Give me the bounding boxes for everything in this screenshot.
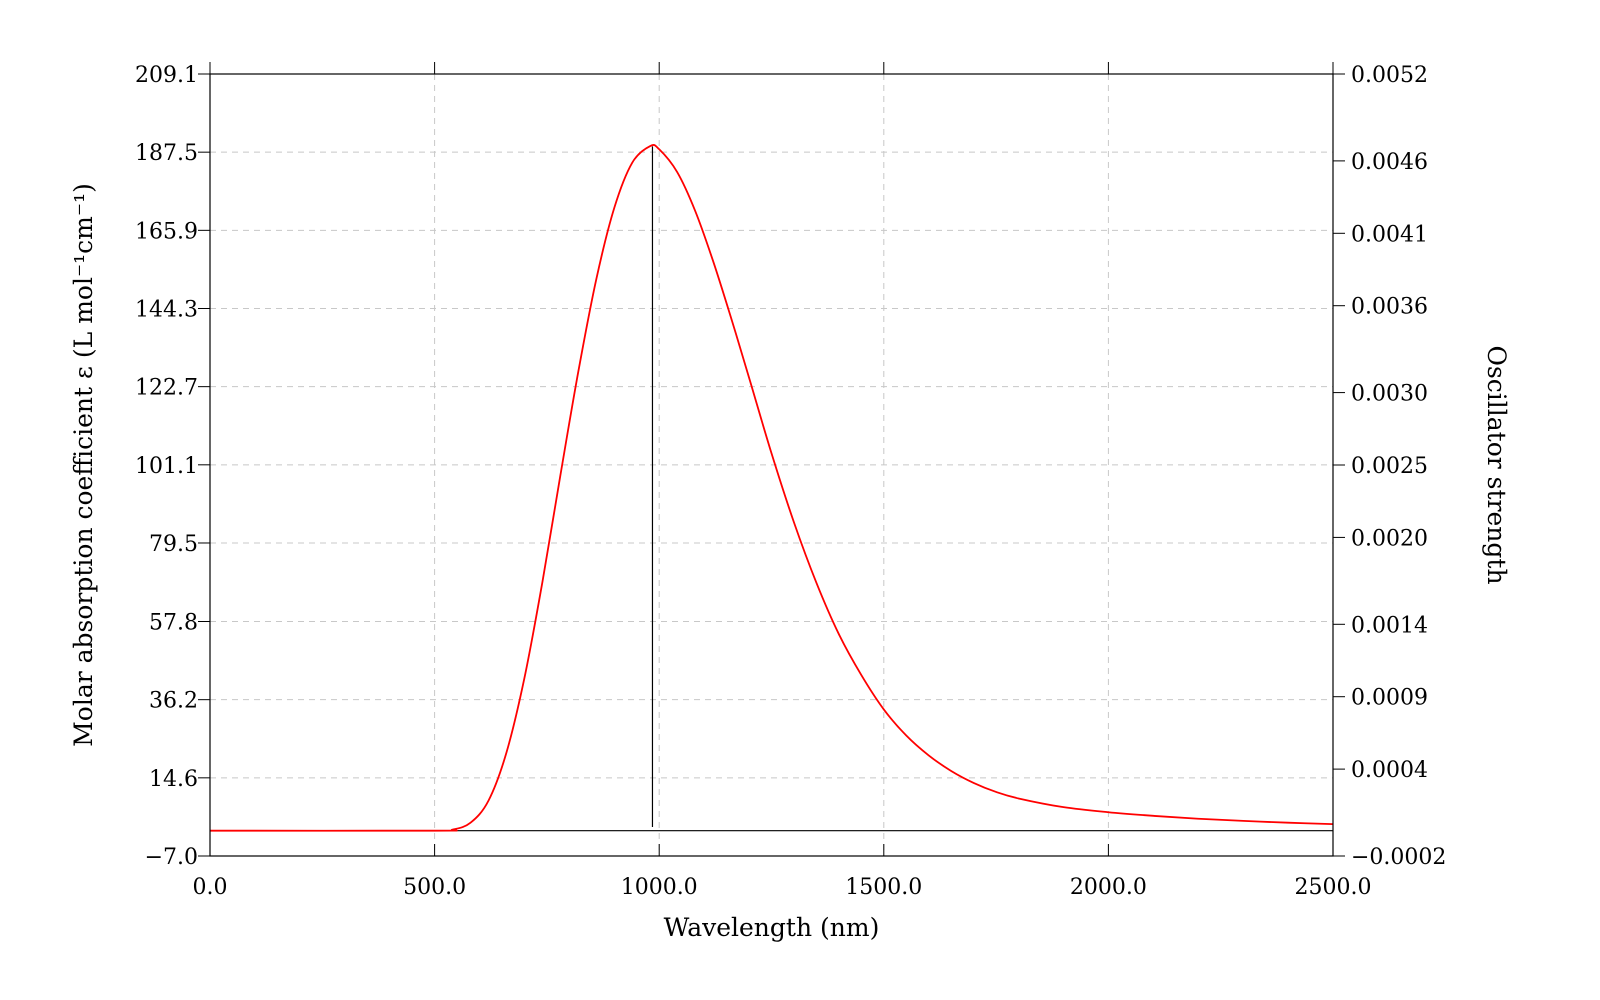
y-axis-title: Molar absorption coefficient ε (L mol⁻¹c…	[69, 183, 98, 747]
x-tick-label: 500.0	[403, 875, 466, 900]
y2-tick-label: 0.0004	[1351, 758, 1428, 783]
data-layer	[209, 144, 1334, 832]
y2-tick-label: −0.0002	[1351, 845, 1446, 870]
y2-axis-title: Oscillator strength	[1482, 345, 1511, 584]
y2-tick-label: 0.0025	[1351, 454, 1428, 479]
y-tick-label: 122.7	[135, 376, 198, 401]
y-tick-label: 187.5	[135, 141, 198, 166]
y2-tick-label: 0.0030	[1351, 382, 1428, 407]
y-tick-label: 165.9	[135, 219, 198, 244]
y2-tick-label: 0.0052	[1351, 63, 1428, 88]
y2-tick-label: 0.0009	[1351, 686, 1428, 711]
y2-tick-label: 0.0046	[1351, 150, 1428, 175]
x-tick-label: 1000.0	[621, 875, 698, 900]
y-tick-label: −7.0	[145, 845, 198, 870]
x-axis-title: Wavelength (nm)	[664, 913, 880, 942]
y-tick-label: 57.8	[149, 611, 198, 636]
x-tick-label: 0.0	[193, 875, 228, 900]
tick-layer: 0.0 500.0 1000.0 1500.0 2000.0 2500.0 −7.0 14.6…	[135, 62, 1446, 900]
y-tick-label: 36.2	[149, 689, 198, 714]
spectrum-line	[209, 144, 1334, 832]
grid-layer	[210, 74, 1333, 856]
y-tick-label: 101.1	[135, 454, 198, 479]
x-tick-label: 2500.0	[1295, 875, 1372, 900]
x-tick-label: 2000.0	[1070, 875, 1147, 900]
y2-tick-label: 0.0014	[1351, 613, 1428, 638]
y2-tick-label: 0.0041	[1351, 222, 1428, 247]
y2-tick-label: 0.0036	[1351, 295, 1428, 320]
x-tick-label: 1500.0	[845, 875, 922, 900]
y-tick-label: 79.5	[149, 532, 198, 557]
y-tick-label: 14.6	[149, 767, 198, 792]
y-tick-label: 209.1	[135, 63, 198, 88]
y-tick-label: 144.3	[135, 297, 198, 322]
y2-tick-label: 0.0020	[1351, 526, 1428, 551]
